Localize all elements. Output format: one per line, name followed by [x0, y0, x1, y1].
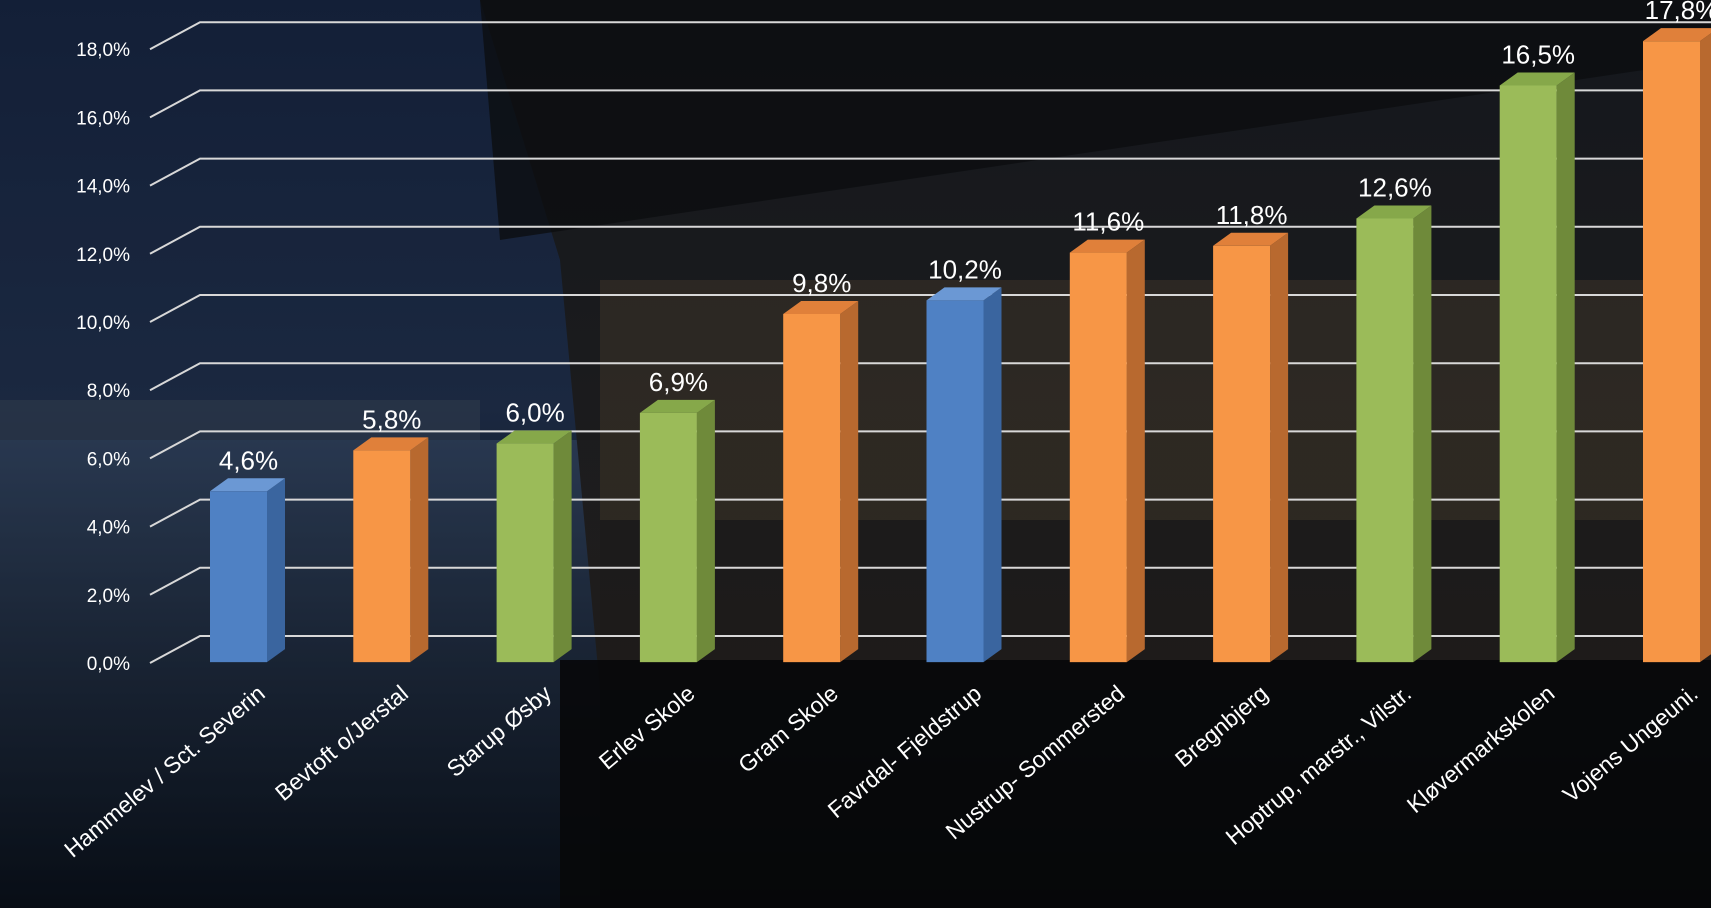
gridline [149, 430, 1711, 460]
data-label: 11,6% [1072, 207, 1144, 237]
category-label: Bevtoft o/Jerstal [270, 680, 413, 806]
bar [496, 430, 572, 663]
data-label: 9,8% [792, 268, 851, 298]
bar [210, 478, 285, 663]
bar-front [783, 313, 841, 663]
category-label: Gram Skole [733, 680, 843, 778]
data-label: 16,5% [1501, 40, 1575, 70]
y-axis-ticks: 0,0% 2,0% 4,0% 6,0% 8,0% 10,0% 12,0% 14,0% 16,0%… [76, 40, 130, 675]
y-tick-label: 10,0% [76, 313, 130, 334]
bar-side [1413, 205, 1432, 663]
bar-top [1643, 28, 1711, 42]
bar [1499, 72, 1575, 663]
y-tick-label: 6,0% [87, 449, 130, 470]
bar-front [1356, 218, 1414, 663]
bar-side [983, 287, 1002, 663]
bar-top [496, 430, 572, 444]
bar-side [410, 437, 429, 663]
category-label: Kløvermarkskolen [1402, 680, 1560, 818]
bar-side [840, 300, 859, 663]
bar-front [926, 300, 984, 663]
bar [1069, 239, 1145, 663]
bar-top [1069, 239, 1145, 253]
category-label: Hammelev / Sct. Severin [59, 680, 270, 863]
gridline [149, 498, 1711, 528]
bar-top [783, 300, 859, 314]
bar-front [210, 491, 267, 663]
gridline [149, 294, 1711, 323]
bar-side [1126, 239, 1145, 663]
bar [1356, 205, 1432, 663]
y-tick-label: 18,0% [76, 40, 130, 61]
bar-side [1556, 72, 1575, 663]
bar-top [353, 437, 429, 451]
gridline [149, 89, 1711, 119]
bar-front [1213, 245, 1271, 663]
gridline [149, 566, 1711, 596]
gridline [149, 21, 1711, 51]
bar-top [639, 399, 715, 413]
gridline [149, 225, 1711, 255]
y-tick-label: 8,0% [87, 381, 130, 402]
data-label: 10,2% [928, 254, 1002, 284]
y-tick-label: 2,0% [87, 586, 130, 607]
bar [1643, 28, 1711, 663]
bar-top [1499, 72, 1575, 86]
bar [353, 437, 429, 663]
bar-top [926, 287, 1002, 301]
y-tick-label: 0,0% [87, 654, 130, 675]
category-label: Erlev Skole [594, 680, 700, 775]
data-label: 6,0% [505, 398, 564, 428]
bar-top [1213, 232, 1289, 246]
bar [926, 287, 1002, 663]
data-label: 6,9% [649, 367, 708, 397]
data-label: 11,8% [1216, 200, 1288, 230]
bar-side [267, 478, 285, 663]
data-labels: 4,6% 5,8% 6,0% 6,9% 9,8% 10,2% 11,6% 11,8% 12,6%… [219, 0, 1711, 475]
category-labels: Hammelev / Sct. Severin Bevtoft o/Jerstal… [59, 680, 1703, 863]
bar-front [353, 450, 411, 663]
bar-top [1356, 205, 1432, 219]
gridline [149, 157, 1711, 187]
y-tick-label: 12,0% [76, 245, 130, 266]
bar-side [1270, 232, 1289, 663]
gridline [149, 362, 1711, 392]
bar-front [1069, 252, 1127, 663]
y-tick-label: 16,0% [76, 108, 130, 129]
bar-side [553, 430, 572, 663]
category-label: Vojens Ungeuni. [1558, 680, 1703, 808]
bars [210, 28, 1711, 663]
y-tick-label: 14,0% [76, 177, 130, 198]
bar [783, 300, 859, 663]
data-label: 5,8% [362, 404, 421, 434]
gridline [149, 635, 1711, 664]
bar-front [1499, 85, 1557, 663]
category-label: Bregnbjerg [1170, 680, 1273, 772]
bar-front [1643, 41, 1700, 663]
bar-top [210, 478, 285, 492]
data-label: 12,6% [1358, 172, 1432, 202]
data-label: 17,8% [1645, 0, 1711, 25]
bar [1213, 232, 1289, 663]
bar-front [496, 443, 554, 663]
bar-side [1700, 33, 1711, 663]
bar-front [639, 412, 697, 663]
y-tick-label: 4,0% [87, 518, 130, 539]
category-label: Starup Øsby [442, 680, 557, 782]
bar [639, 399, 715, 663]
data-label: 4,6% [219, 445, 278, 475]
gridlines [149, 21, 1711, 664]
category-label: Favrdal- Fjeldstrup [823, 680, 987, 823]
bar-side [696, 399, 715, 663]
